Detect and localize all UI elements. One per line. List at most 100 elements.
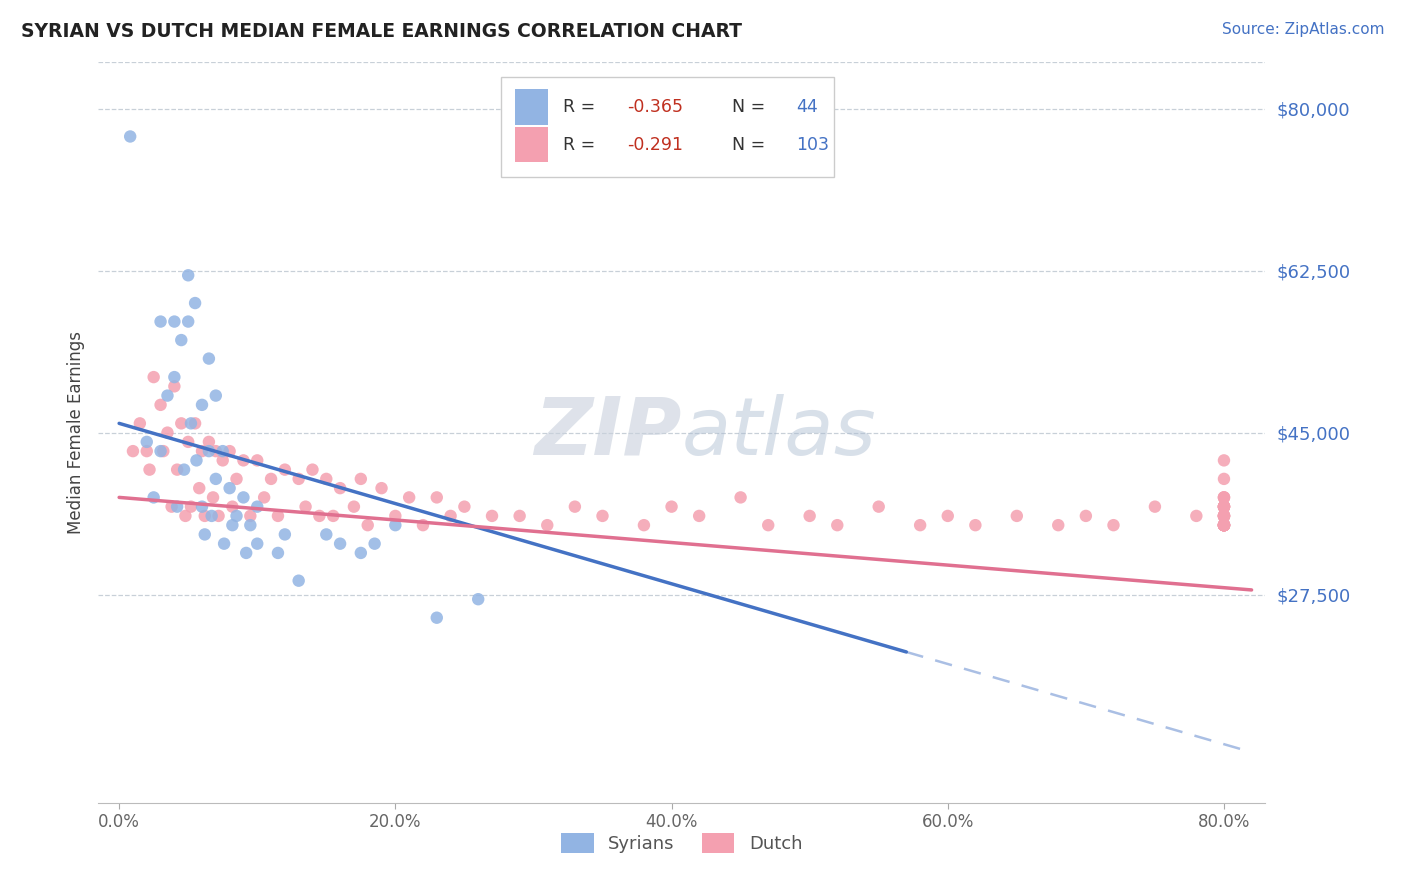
Point bbox=[426, 610, 449, 624]
Point bbox=[1213, 500, 1236, 514]
Point bbox=[1213, 518, 1236, 533]
Point bbox=[235, 546, 257, 560]
Point bbox=[156, 388, 179, 402]
Point bbox=[965, 518, 987, 533]
Point bbox=[194, 527, 217, 541]
Point bbox=[1213, 518, 1236, 533]
Point bbox=[1213, 518, 1236, 533]
Point bbox=[274, 462, 297, 476]
Point bbox=[439, 508, 461, 523]
Point bbox=[756, 518, 779, 533]
Point bbox=[1213, 508, 1236, 523]
Point bbox=[343, 500, 366, 514]
Point bbox=[149, 444, 172, 458]
Point bbox=[1213, 518, 1236, 533]
Point bbox=[163, 379, 186, 393]
Point bbox=[149, 314, 172, 328]
Point bbox=[1213, 491, 1236, 505]
Point bbox=[357, 518, 380, 533]
Point bbox=[908, 518, 931, 533]
Point bbox=[138, 462, 160, 476]
Point bbox=[239, 518, 262, 533]
Point bbox=[827, 518, 849, 533]
Text: 44: 44 bbox=[796, 98, 818, 116]
Point bbox=[301, 462, 323, 476]
Point bbox=[315, 527, 337, 541]
Point bbox=[204, 472, 226, 486]
Point bbox=[1213, 500, 1236, 514]
Point bbox=[329, 481, 352, 495]
Point bbox=[170, 333, 193, 347]
Point bbox=[135, 434, 157, 449]
Point bbox=[1143, 500, 1166, 514]
Point bbox=[1213, 508, 1236, 523]
Point bbox=[363, 536, 385, 550]
Point bbox=[1213, 518, 1236, 533]
Point bbox=[128, 417, 150, 431]
Point bbox=[267, 508, 290, 523]
Point bbox=[308, 508, 330, 523]
Point bbox=[152, 444, 174, 458]
Point bbox=[201, 508, 224, 523]
Point bbox=[170, 417, 193, 431]
Point bbox=[204, 388, 226, 402]
Point bbox=[211, 444, 233, 458]
Point bbox=[246, 536, 269, 550]
Point bbox=[412, 518, 434, 533]
Point bbox=[142, 370, 165, 384]
Point bbox=[481, 508, 503, 523]
Point bbox=[1213, 518, 1236, 533]
Text: N =: N = bbox=[733, 136, 770, 153]
Point bbox=[1213, 518, 1236, 533]
Point bbox=[218, 481, 240, 495]
Point bbox=[156, 425, 179, 440]
Point bbox=[232, 491, 254, 505]
Point bbox=[730, 491, 752, 505]
Point bbox=[267, 546, 290, 560]
Point bbox=[198, 351, 221, 366]
Point bbox=[174, 508, 197, 523]
Point bbox=[287, 574, 309, 588]
Point bbox=[173, 462, 195, 476]
Point bbox=[204, 444, 226, 458]
Point bbox=[221, 500, 243, 514]
Point bbox=[398, 491, 420, 505]
Point bbox=[1213, 508, 1236, 523]
Point bbox=[191, 444, 214, 458]
Point bbox=[184, 296, 207, 310]
Bar bbox=[515, 89, 548, 125]
Point bbox=[239, 508, 262, 523]
Point bbox=[633, 518, 655, 533]
Point bbox=[177, 314, 200, 328]
Point bbox=[1213, 508, 1236, 523]
Point bbox=[592, 508, 614, 523]
Point bbox=[163, 370, 186, 384]
Point bbox=[160, 500, 183, 514]
Point bbox=[149, 398, 172, 412]
Point bbox=[1213, 508, 1236, 523]
Point bbox=[329, 536, 352, 550]
FancyBboxPatch shape bbox=[501, 78, 834, 178]
Point bbox=[799, 508, 821, 523]
Point bbox=[350, 546, 373, 560]
Y-axis label: Median Female Earnings: Median Female Earnings bbox=[66, 331, 84, 534]
Point bbox=[1047, 518, 1070, 533]
Point bbox=[315, 472, 337, 486]
Text: Source: ZipAtlas.com: Source: ZipAtlas.com bbox=[1222, 22, 1385, 37]
Point bbox=[1213, 472, 1236, 486]
Point bbox=[322, 508, 344, 523]
Point bbox=[198, 444, 221, 458]
Point bbox=[142, 491, 165, 505]
Point bbox=[1074, 508, 1097, 523]
Point bbox=[350, 472, 373, 486]
Point bbox=[384, 518, 406, 533]
Point bbox=[1185, 508, 1208, 523]
Point bbox=[218, 444, 240, 458]
Point bbox=[191, 398, 214, 412]
Point bbox=[1102, 518, 1125, 533]
Point bbox=[202, 491, 225, 505]
Point bbox=[661, 500, 683, 514]
Point bbox=[207, 508, 229, 523]
Text: -0.291: -0.291 bbox=[627, 136, 683, 153]
Point bbox=[274, 527, 297, 541]
